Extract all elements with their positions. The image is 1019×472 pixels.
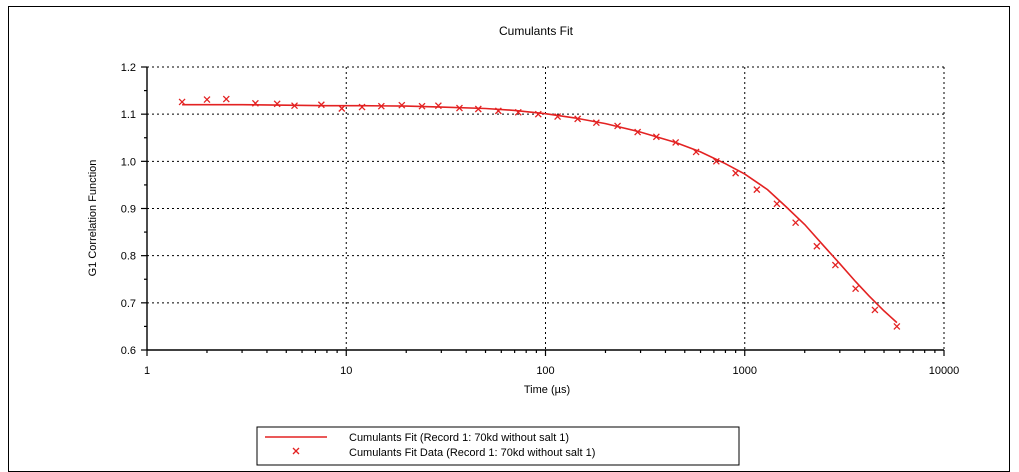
marker-stroke: [291, 102, 298, 110]
data-point-marker: [317, 101, 325, 109]
marker-stroke: [672, 139, 680, 146]
data-point-marker: [434, 102, 442, 110]
data-point-marker: [251, 99, 259, 107]
legend-data-marker-swatch: [292, 447, 300, 455]
data-point-marker: [273, 100, 281, 108]
marker-stroke: [893, 322, 901, 330]
data-point-marker: [494, 107, 502, 115]
data-point-marker: [222, 95, 230, 103]
y-tick-label: 0.8: [121, 251, 136, 263]
y-axis-label: G1 Correlation Function: [87, 160, 99, 277]
marker-stroke: [871, 306, 879, 314]
x-axis-label: Time (µs): [524, 384, 570, 396]
chart-title: Cumulants Fit: [499, 24, 574, 38]
grid-layer: [147, 66, 945, 350]
y-tick-label: 0.6: [121, 345, 136, 357]
data-point-marker: [338, 105, 346, 112]
x-tick-label: 10: [340, 365, 352, 377]
data-point-marker: [291, 102, 298, 110]
data-point-marker: [692, 148, 700, 156]
data-point-marker: [852, 285, 860, 293]
marker-stroke: [251, 99, 259, 107]
marker-stroke: [398, 101, 406, 109]
chart-svg: Cumulants Fit 1 10 100 1000 10000 0.6 0.7 0.8 0.…: [87, 24, 960, 466]
marker-stroke: [792, 219, 800, 227]
marker-stroke: [514, 108, 522, 116]
marker-stroke: [554, 113, 562, 120]
data-point-marker: [358, 103, 366, 111]
x-tick-label: 100: [536, 365, 554, 377]
marker-stroke: [434, 102, 442, 110]
data-point-marker: [614, 122, 622, 130]
data-point-marker: [871, 306, 879, 314]
marker-stroke: [317, 101, 325, 109]
marker-stroke: [358, 103, 366, 111]
marker-stroke: [494, 107, 502, 115]
legend-data-label: Cumulants Fit Data (Record 1: 70kd witho…: [349, 447, 595, 459]
marker-stroke: [534, 110, 542, 118]
marker-stroke: [852, 285, 860, 293]
marker-stroke: [418, 102, 426, 110]
legend: Cumulants Fit (Record 1: 70kd without sa…: [256, 426, 740, 466]
data-point-marker: [813, 242, 821, 250]
data-point-marker: [474, 105, 482, 113]
data-point-marker: [732, 169, 740, 177]
y-tick-label: 1.2: [121, 62, 136, 74]
marker-stroke: [338, 105, 346, 112]
fit-curve: [182, 103, 898, 324]
marker-stroke: [712, 157, 720, 165]
marker-stroke: [474, 105, 482, 113]
marker-stroke: [652, 133, 660, 141]
marker-stroke: [222, 95, 230, 103]
data-point-marker: [418, 102, 426, 110]
marker-stroke: [831, 261, 839, 269]
data-point-marker: [178, 98, 186, 106]
data-point-marker: [377, 102, 385, 110]
data-point-marker: [398, 101, 406, 109]
data-point-marker: [773, 200, 781, 208]
marker-stroke: [178, 98, 186, 106]
data-point-marker: [534, 110, 542, 118]
data-point-marker: [574, 115, 582, 123]
data-point-marker: [554, 113, 562, 120]
marker-stroke: [753, 186, 761, 194]
y-tick-label: 0.7: [121, 298, 136, 310]
series-layer: [178, 95, 901, 330]
data-point-marker: [634, 128, 642, 136]
data-point-marker: [831, 261, 839, 269]
data-point-marker: [712, 157, 720, 165]
data-point-marker: [652, 133, 660, 141]
data-point-marker: [203, 96, 211, 104]
data-point-marker: [456, 104, 463, 112]
x-tick-label: 1: [144, 365, 150, 377]
marker-stroke: [732, 169, 740, 177]
marker-stroke: [456, 104, 463, 112]
y-tick-label: 1.0: [121, 156, 136, 168]
marker-stroke: [813, 242, 821, 250]
data-point-marker: [514, 108, 522, 116]
marker-stroke: [614, 122, 622, 130]
axes-layer: [141, 66, 945, 356]
marker-stroke: [273, 100, 281, 108]
marker-stroke: [692, 148, 700, 156]
y-tick-label: 1.1: [121, 109, 136, 121]
data-point-marker: [753, 186, 761, 194]
marker-stroke: [574, 115, 582, 123]
tick-labels: 1 10 100 1000 10000 0.6 0.7 0.8 0.9 1.0 1.1 1.2: [121, 62, 960, 377]
marker-stroke: [377, 102, 385, 110]
data-point-marker: [792, 219, 800, 227]
y-tick-label: 0.9: [121, 204, 136, 216]
data-point-marker: [592, 119, 600, 127]
data-point-marker: [893, 322, 901, 330]
x-tick-label: 10000: [929, 365, 960, 377]
marker-stroke: [592, 119, 600, 127]
legend-box: [256, 426, 740, 466]
marker-stroke: [634, 128, 642, 136]
chart-frame: Cumulants Fit 1 10 100 1000 10000 0.6 0.7 0.8 0.…: [8, 6, 1010, 472]
marker-stroke: [203, 96, 211, 104]
x-tick-label: 1000: [733, 365, 757, 377]
legend-fit-label: Cumulants Fit (Record 1: 70kd without sa…: [349, 432, 569, 444]
data-point-marker: [672, 139, 680, 146]
marker-stroke: [773, 200, 781, 208]
